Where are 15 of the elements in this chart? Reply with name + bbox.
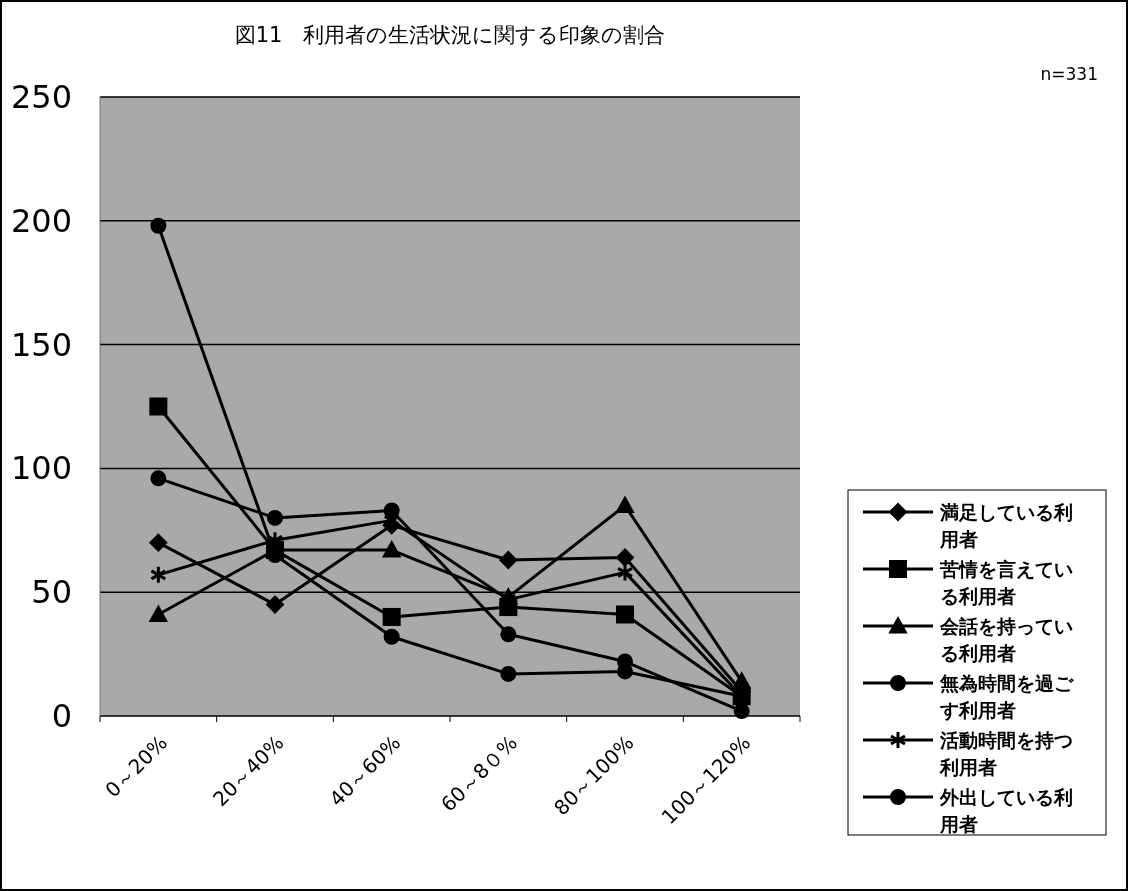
chart-title: 図11 利用者の生活状況に関する印象の割合	[234, 23, 666, 47]
legend-label: 無為時間を過ごす利用者	[939, 672, 1074, 721]
y-tick-label: 0	[51, 697, 72, 735]
legend-label: 活動時間を持つ利用者	[939, 729, 1073, 778]
legend-label: 外出している利用者	[939, 786, 1073, 835]
x-tick-label: 60～8０%	[436, 730, 522, 817]
legend-label: 会話を持っている利用者	[939, 615, 1073, 664]
legend-label: 苦情を言えている利用者	[939, 558, 1073, 607]
legend-label: 満足している利用者	[939, 501, 1073, 550]
y-tick-label: 250	[10, 78, 72, 116]
y-tick-label: 150	[10, 325, 72, 364]
y-tick-label: 200	[10, 201, 72, 240]
y-tick-label: 100	[10, 449, 72, 488]
y-tick-label: 50	[31, 573, 72, 612]
text: n=331	[1040, 64, 1098, 84]
